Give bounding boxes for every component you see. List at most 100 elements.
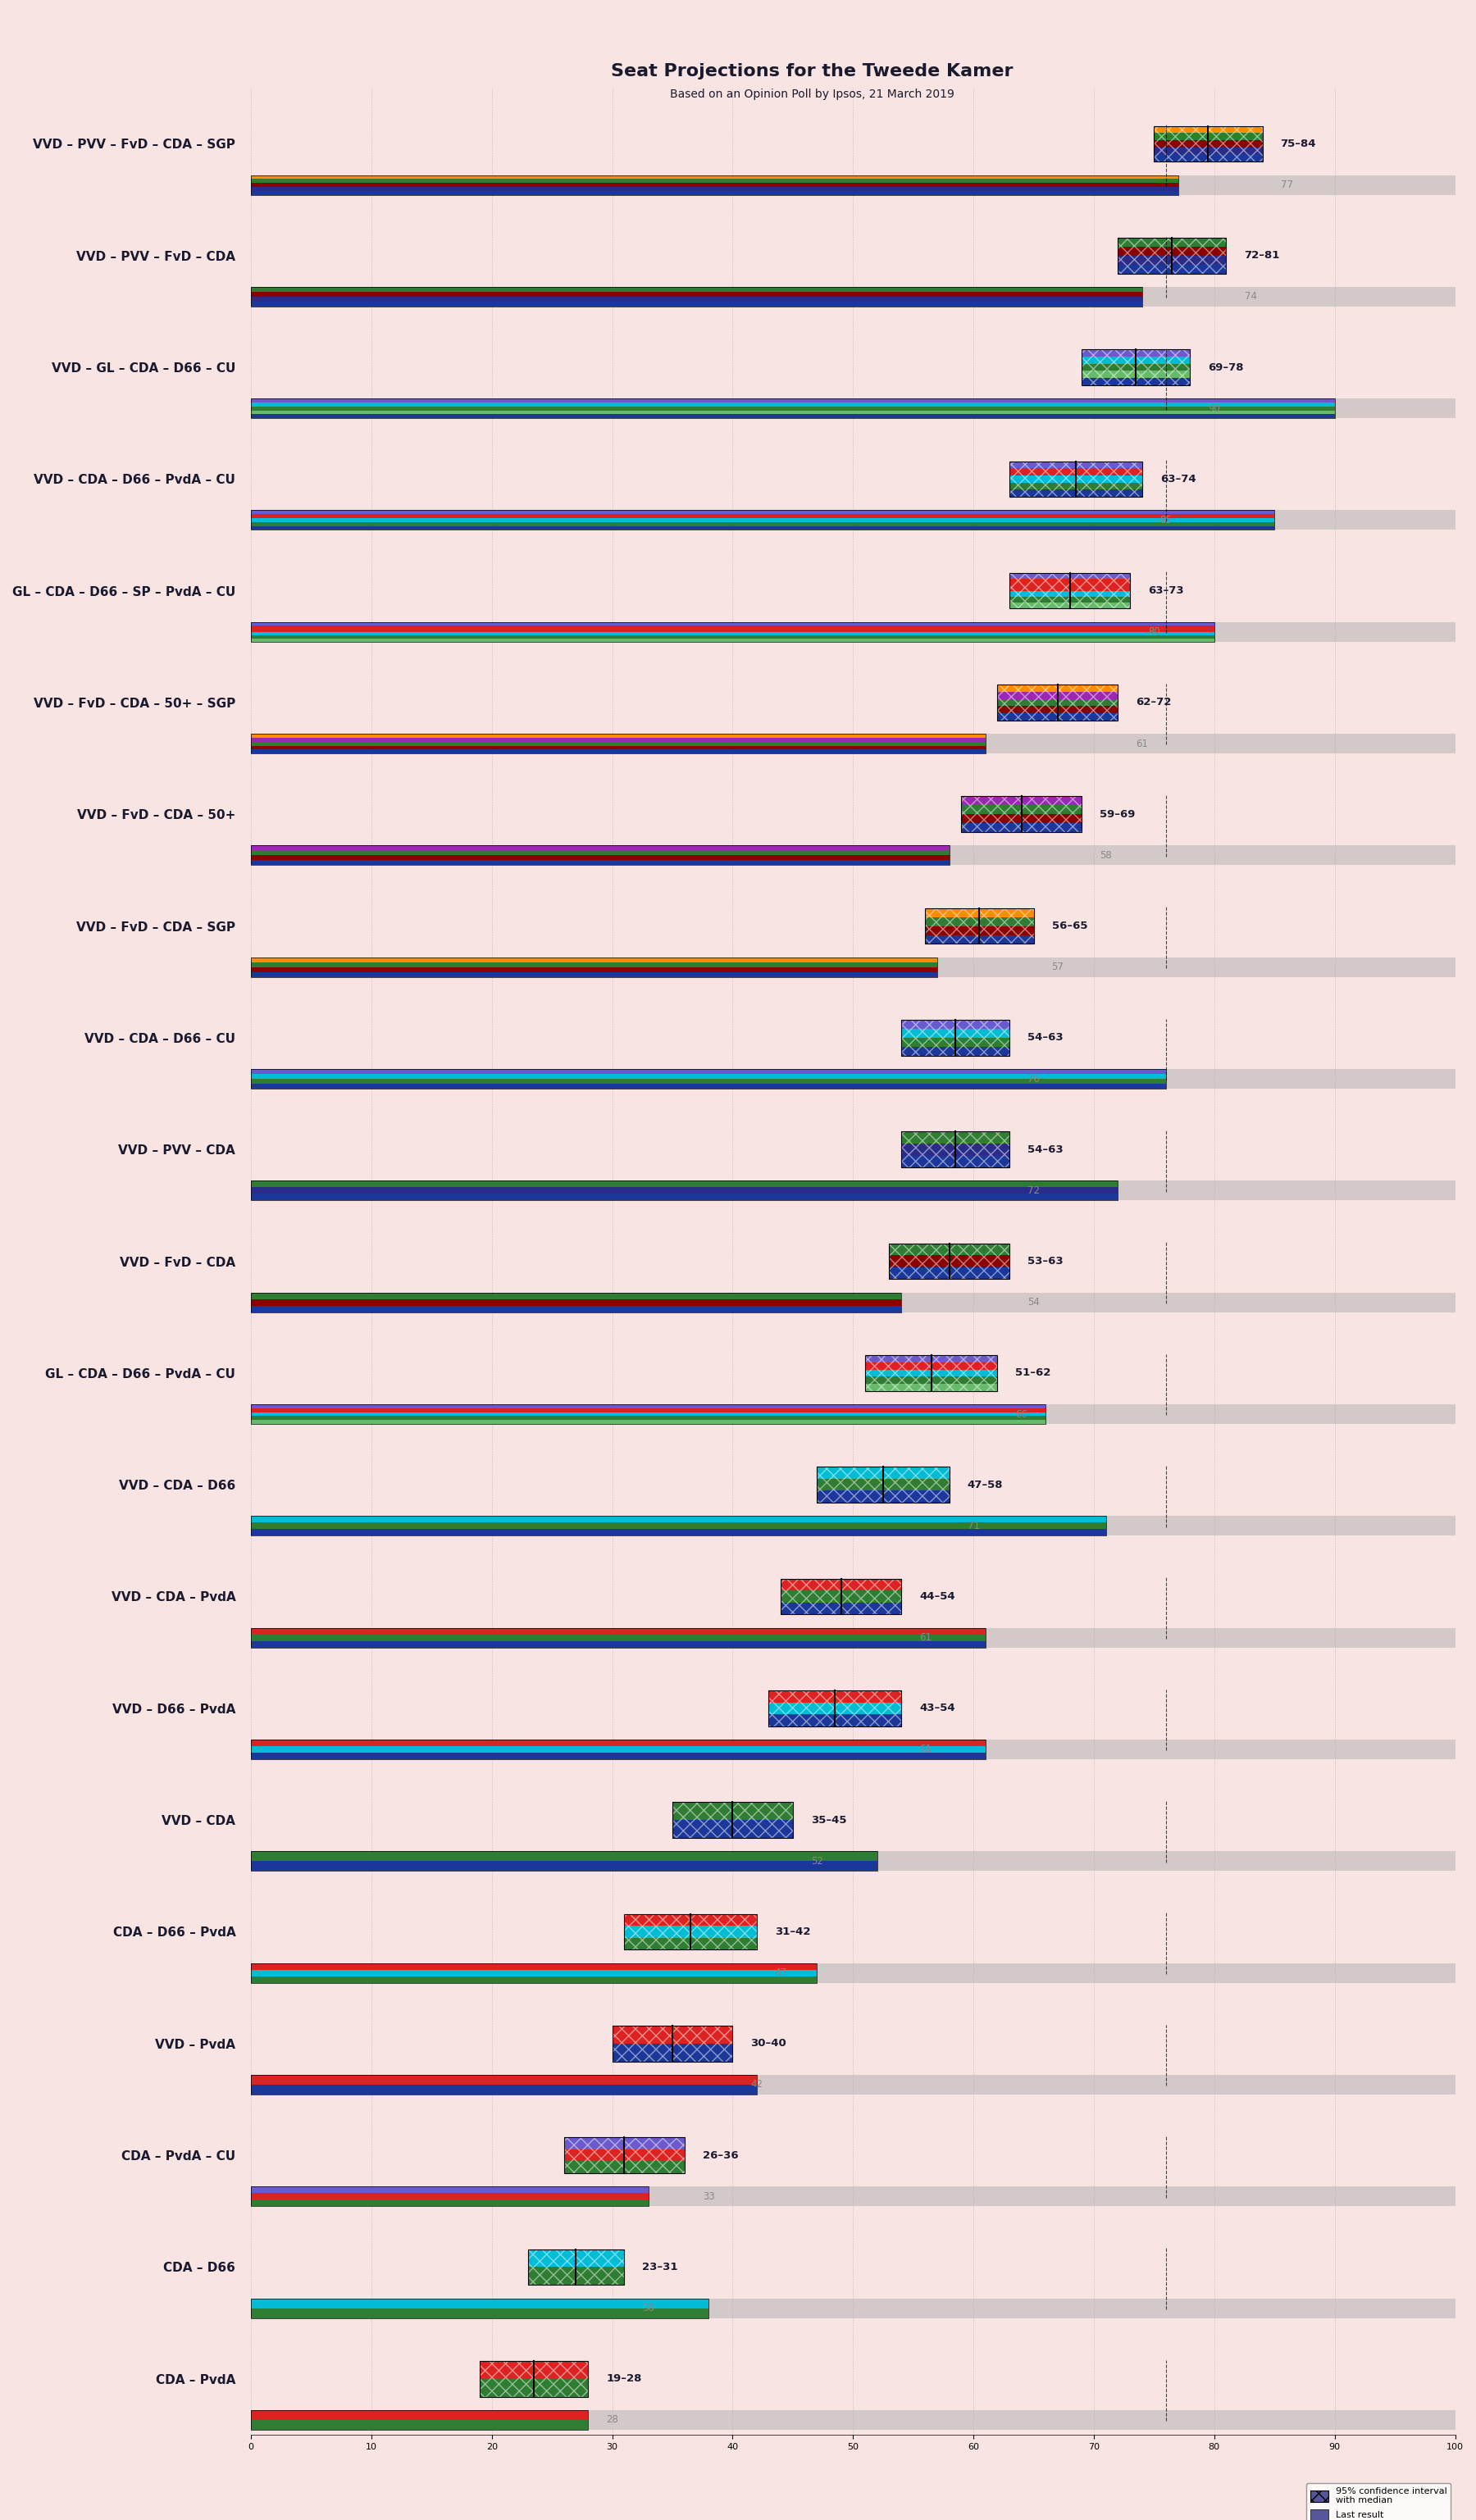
- Bar: [902, 1021, 1010, 1056]
- Bar: [1082, 370, 1190, 378]
- Text: 54–63: 54–63: [1027, 1033, 1063, 1043]
- Bar: [1117, 237, 1227, 272]
- Bar: [251, 635, 1215, 638]
- Bar: [769, 1704, 902, 1714]
- Bar: [251, 1517, 1106, 1535]
- Bar: [251, 514, 1274, 519]
- Text: 80: 80: [1148, 627, 1160, 638]
- Bar: [865, 1356, 998, 1391]
- Bar: [889, 1242, 1010, 1255]
- Bar: [251, 622, 1215, 643]
- Text: 66: 66: [1015, 1409, 1027, 1419]
- Bar: [937, 958, 1455, 978]
- Bar: [251, 627, 1215, 633]
- Bar: [1274, 512, 1455, 529]
- Bar: [902, 1157, 1010, 1167]
- Bar: [251, 411, 1334, 413]
- Bar: [865, 1356, 998, 1391]
- Bar: [816, 1479, 949, 1492]
- Bar: [251, 847, 949, 849]
- Bar: [528, 2250, 624, 2286]
- Text: 72: 72: [1027, 1184, 1041, 1197]
- Bar: [624, 1913, 757, 1925]
- Bar: [1106, 1517, 1455, 1535]
- Bar: [986, 1739, 1455, 1759]
- Bar: [889, 1242, 1010, 1280]
- Bar: [757, 2074, 1455, 2094]
- Bar: [251, 1068, 1166, 1089]
- Bar: [1082, 350, 1190, 386]
- Bar: [961, 824, 1082, 832]
- Bar: [624, 1913, 757, 1950]
- Bar: [769, 1691, 902, 1726]
- Bar: [1117, 247, 1227, 255]
- Bar: [865, 1356, 998, 1363]
- Bar: [251, 522, 1274, 527]
- Bar: [251, 2187, 648, 2205]
- Text: 54: 54: [1027, 1298, 1039, 1308]
- Text: 47–58: 47–58: [967, 1479, 1004, 1489]
- Text: 85: 85: [1160, 514, 1172, 527]
- Bar: [251, 1754, 986, 1759]
- Bar: [769, 1714, 902, 1726]
- Text: 56–65: 56–65: [1052, 920, 1088, 932]
- Bar: [251, 958, 937, 978]
- Bar: [251, 849, 949, 854]
- Text: 31–42: 31–42: [775, 1925, 810, 1938]
- Bar: [480, 2361, 587, 2397]
- Bar: [816, 1467, 949, 1479]
- Bar: [902, 1021, 1010, 1028]
- Bar: [480, 2379, 587, 2397]
- Text: 23–31: 23–31: [642, 2260, 677, 2273]
- Text: 76: 76: [1027, 1074, 1041, 1084]
- Bar: [816, 1492, 949, 1502]
- Bar: [889, 1242, 1010, 1280]
- Bar: [251, 1182, 1117, 1200]
- Bar: [251, 2409, 587, 2429]
- Bar: [648, 2187, 1455, 2205]
- Bar: [1010, 461, 1142, 469]
- Bar: [251, 398, 1334, 403]
- Bar: [1082, 378, 1190, 386]
- Bar: [251, 527, 1274, 529]
- Bar: [1045, 1404, 1455, 1424]
- Bar: [251, 287, 1142, 292]
- Bar: [251, 179, 1178, 184]
- Text: 59–69: 59–69: [1100, 809, 1135, 819]
- Bar: [251, 847, 949, 864]
- Text: 61: 61: [920, 1744, 931, 1754]
- Text: 61: 61: [920, 1633, 931, 1643]
- Bar: [251, 1517, 1106, 1522]
- Bar: [865, 1383, 998, 1391]
- Bar: [251, 1971, 816, 1976]
- Bar: [1334, 398, 1455, 418]
- Bar: [251, 186, 1178, 192]
- Bar: [251, 2298, 708, 2318]
- Text: 54–63: 54–63: [1027, 1144, 1063, 1154]
- Bar: [1010, 572, 1131, 610]
- Bar: [480, 2361, 587, 2397]
- Bar: [902, 1131, 1010, 1167]
- Text: 74: 74: [1244, 292, 1256, 302]
- Bar: [251, 413, 1334, 418]
- Bar: [1117, 237, 1227, 247]
- Bar: [251, 1530, 1106, 1535]
- Text: 52: 52: [810, 1855, 824, 1867]
- Bar: [251, 2084, 757, 2094]
- Bar: [902, 1144, 1010, 1157]
- Bar: [251, 519, 1274, 522]
- Bar: [816, 1467, 949, 1502]
- Bar: [1142, 287, 1455, 307]
- Bar: [781, 1578, 902, 1615]
- Bar: [564, 2137, 685, 2172]
- Bar: [961, 796, 1082, 806]
- Bar: [925, 907, 1033, 945]
- Bar: [925, 907, 1033, 945]
- Bar: [781, 1590, 902, 1603]
- Bar: [251, 302, 1142, 307]
- Bar: [251, 1416, 1045, 1421]
- Text: 72–81: 72–81: [1244, 249, 1280, 262]
- Bar: [865, 1363, 998, 1368]
- Bar: [251, 1641, 986, 1648]
- Bar: [613, 2026, 732, 2044]
